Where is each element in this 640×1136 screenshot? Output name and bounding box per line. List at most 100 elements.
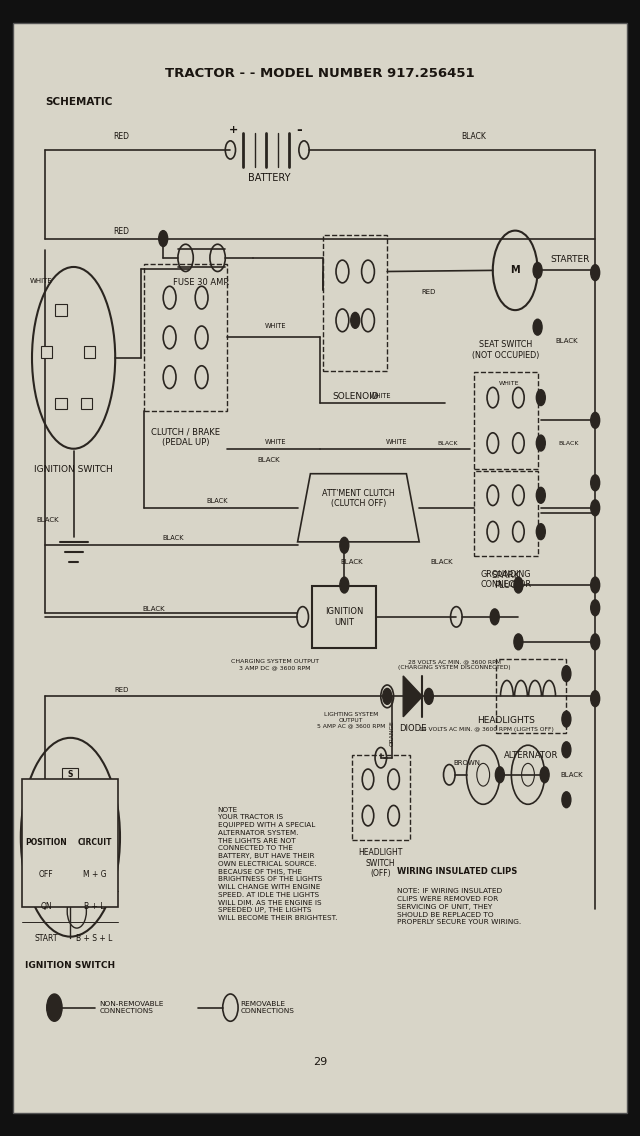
Text: M: M <box>86 348 93 357</box>
Text: BLACK: BLACK <box>207 498 228 504</box>
FancyBboxPatch shape <box>13 23 627 1113</box>
Circle shape <box>562 792 571 808</box>
Text: IGNITION SWITCH: IGNITION SWITCH <box>34 465 113 474</box>
Text: SEAT SWITCH
(NOT OCCUPIED): SEAT SWITCH (NOT OCCUPIED) <box>472 340 540 360</box>
Bar <box>496 659 566 734</box>
Circle shape <box>591 577 600 593</box>
Text: NOTE
YOUR TRACTOR IS
EQUIPPED WITH A SPECIAL
ALTERNATOR SYSTEM.
THE LIGHTS ARE N: NOTE YOUR TRACTOR IS EQUIPPED WITH A SPE… <box>218 807 337 921</box>
Circle shape <box>536 390 545 406</box>
Circle shape <box>591 475 600 491</box>
Text: CIRCUIT: CIRCUIT <box>77 838 111 847</box>
Text: 14 VOLTS AC MIN. @ 3600 RPM (LIGHTS OFF): 14 VOLTS AC MIN. @ 3600 RPM (LIGHTS OFF) <box>419 727 554 732</box>
Circle shape <box>424 688 433 704</box>
Bar <box>474 471 538 557</box>
Bar <box>89 878 105 892</box>
Text: L: L <box>41 880 46 889</box>
Circle shape <box>536 435 545 451</box>
Circle shape <box>540 767 549 783</box>
Bar <box>55 398 67 409</box>
Text: BATTERY: BATTERY <box>248 174 290 183</box>
Text: GROUNDING
CONNECTOR: GROUNDING CONNECTOR <box>480 569 531 590</box>
Text: NON-REMOVABLE
CONNECTIONS: NON-REMOVABLE CONNECTIONS <box>99 1001 164 1014</box>
Circle shape <box>562 742 571 758</box>
Text: RED: RED <box>114 227 129 236</box>
Bar <box>474 373 538 469</box>
Text: G: G <box>58 399 64 408</box>
Text: REMOVABLE
CONNECTIONS: REMOVABLE CONNECTIONS <box>241 1001 294 1014</box>
Text: BLACK: BLACK <box>555 337 577 344</box>
Text: 28 VOLTS AC MIN. @ 3600 RPM
(CHARGING SYSTEM DISCONNECTED): 28 VOLTS AC MIN. @ 3600 RPM (CHARGING SY… <box>398 659 511 670</box>
Text: WHITE: WHITE <box>386 438 408 445</box>
Circle shape <box>383 688 392 704</box>
Circle shape <box>533 262 542 278</box>
Text: NOTE: IF WIRING INSULATED
CLIPS WERE REMOVED FOR
SERVICING OF UNIT, THEY
SHOULD : NOTE: IF WIRING INSULATED CLIPS WERE REM… <box>397 888 521 926</box>
Text: HEADLIGHT
SWITCH
(OFF): HEADLIGHT SWITCH (OFF) <box>358 849 403 878</box>
Text: BLACK: BLACK <box>558 441 579 445</box>
Text: LIGHTING SYSTEM
OUTPUT
5 AMP AC @ 3600 RPM: LIGHTING SYSTEM OUTPUT 5 AMP AC @ 3600 R… <box>317 712 385 728</box>
Bar <box>89 819 105 833</box>
Text: BLACK: BLACK <box>461 132 486 141</box>
Circle shape <box>490 609 499 625</box>
Bar <box>63 768 79 782</box>
Text: ALTERNATOR: ALTERNATOR <box>504 751 558 760</box>
Text: ATT'MENT CLUTCH
(CLUTCH OFF): ATT'MENT CLUTCH (CLUTCH OFF) <box>322 488 395 509</box>
Text: WIRING INSULATED CLIPS: WIRING INSULATED CLIPS <box>397 867 517 876</box>
Circle shape <box>562 711 571 727</box>
Circle shape <box>514 634 523 650</box>
Bar <box>81 398 92 409</box>
Bar <box>352 755 410 841</box>
Text: BLACK: BLACK <box>560 771 582 778</box>
Circle shape <box>351 312 360 328</box>
Bar <box>323 235 387 371</box>
Bar <box>41 346 52 358</box>
Text: SOLENOID: SOLENOID <box>332 392 378 401</box>
Text: IGNITION SWITCH: IGNITION SWITCH <box>26 961 115 970</box>
Text: ORANGE: ORANGE <box>390 720 395 745</box>
Circle shape <box>159 231 168 247</box>
Text: WHITE: WHITE <box>264 438 286 445</box>
Bar <box>22 779 118 907</box>
Text: BLACK: BLACK <box>36 517 60 524</box>
Circle shape <box>47 994 62 1021</box>
Circle shape <box>495 767 504 783</box>
Text: DIODE: DIODE <box>399 724 426 733</box>
Circle shape <box>514 577 523 593</box>
Text: BLACK: BLACK <box>142 605 165 612</box>
Text: WHITE: WHITE <box>499 382 519 386</box>
Circle shape <box>562 666 571 682</box>
Text: L: L <box>84 399 89 408</box>
Text: WHITE: WHITE <box>370 393 392 400</box>
Circle shape <box>591 265 600 281</box>
Text: FUSE 30 AMP.: FUSE 30 AMP. <box>173 278 230 287</box>
Circle shape <box>591 412 600 428</box>
Text: RED: RED <box>115 686 129 693</box>
Text: B: B <box>44 348 49 357</box>
Text: RED: RED <box>114 132 129 141</box>
Text: M: M <box>510 266 520 275</box>
Text: ON: ON <box>40 902 52 911</box>
Text: START: START <box>35 934 58 943</box>
Text: -: - <box>297 123 302 136</box>
Text: RED: RED <box>422 289 436 295</box>
Text: TRACTOR - - MODEL NUMBER 917.256451: TRACTOR - - MODEL NUMBER 917.256451 <box>165 67 475 81</box>
Text: S: S <box>58 306 63 315</box>
Polygon shape <box>403 676 422 717</box>
Text: WHITE: WHITE <box>264 323 286 329</box>
Circle shape <box>536 487 545 503</box>
Text: WHITE: WHITE <box>30 277 53 284</box>
Text: S: S <box>68 770 73 779</box>
Text: BROWN: BROWN <box>454 760 481 767</box>
Circle shape <box>340 537 349 553</box>
Text: BLACK: BLACK <box>340 559 364 566</box>
Text: IGNITION
UNIT: IGNITION UNIT <box>325 607 364 627</box>
Circle shape <box>591 691 600 707</box>
Text: 29: 29 <box>313 1058 327 1067</box>
Text: +: + <box>229 125 238 134</box>
Text: M + G: M + G <box>83 870 106 879</box>
Text: SCHEMATIC: SCHEMATIC <box>45 98 112 107</box>
Text: CLUTCH / BRAKE
(PEDAL UP): CLUTCH / BRAKE (PEDAL UP) <box>151 427 220 448</box>
Bar <box>36 819 52 833</box>
Text: B: B <box>95 821 100 830</box>
Text: CHARGING SYSTEM OUTPUT
3 AMP DC @ 3600 RPM: CHARGING SYSTEM OUTPUT 3 AMP DC @ 3600 R… <box>231 659 319 670</box>
Bar <box>36 878 52 892</box>
